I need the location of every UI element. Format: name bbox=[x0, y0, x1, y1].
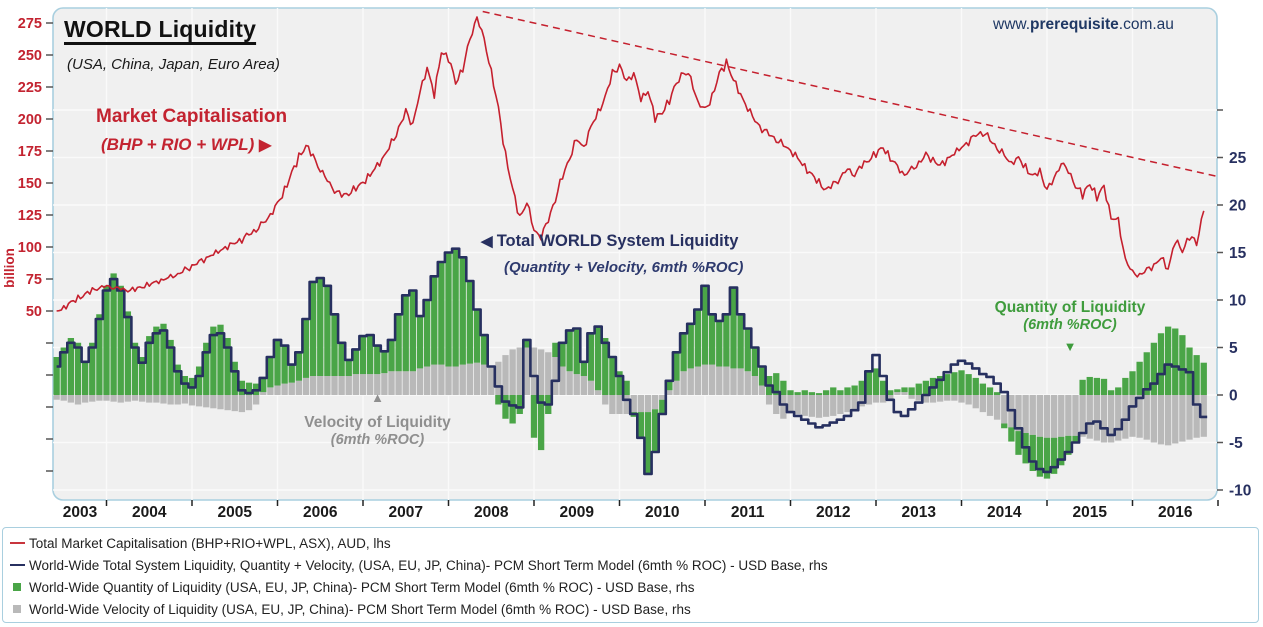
annotation-market-cap-sub: (BHP + RIO + WPL) ▶ bbox=[101, 135, 271, 155]
x-axis-year-label: 2015 bbox=[1073, 504, 1108, 521]
left-axis-label: 275 bbox=[18, 16, 42, 32]
annotation-quantity-title: Quantity of Liquidity bbox=[994, 299, 1146, 316]
legend-label: World-Wide Total System Liquidity, Quant… bbox=[29, 557, 828, 573]
legend-line-marker-navy bbox=[10, 563, 25, 567]
legend-item-quantity: World-Wide Quantity of Liquidity (USA, E… bbox=[10, 576, 1258, 598]
x-axis-year-label: 2004 bbox=[132, 504, 167, 521]
annotation-total-liquidity-title: ◀ Total WORLD System Liquidity bbox=[481, 232, 738, 251]
left-axis-label: 75 bbox=[26, 272, 42, 288]
left-axis-label: 150 bbox=[18, 176, 42, 192]
legend-square-marker-green bbox=[13, 583, 21, 591]
annotation-velocity: ▲ Velocity of Liquidity (6mth %ROC) bbox=[290, 390, 465, 448]
chart-subtitle: (USA, China, Japan, Euro Area) bbox=[67, 56, 280, 73]
annotation-velocity-title: Velocity of Liquidity bbox=[304, 414, 451, 431]
x-axis-year-label: 2005 bbox=[218, 504, 253, 521]
x-axis-year-label: 2011 bbox=[731, 504, 765, 521]
left-axis-label: 175 bbox=[18, 144, 42, 160]
right-axis-label: 10 bbox=[1229, 293, 1246, 310]
chart-title: WORLD Liquidity bbox=[64, 16, 257, 42]
legend-item-market-cap: Total Market Capitalisation (BHP+RIO+WPL… bbox=[10, 532, 1258, 554]
down-arrow-icon: ▼ bbox=[1063, 339, 1077, 354]
legend-label: World-Wide Quantity of Liquidity (USA, E… bbox=[29, 579, 695, 595]
annotation-market-cap-sub-text: (BHP + RIO + WPL) bbox=[101, 135, 260, 154]
legend-square-marker-gray bbox=[13, 605, 21, 613]
legend-label: World-Wide Velocity of Liquidity (USA, E… bbox=[29, 601, 691, 617]
annotation-total-liquidity-text: Total WORLD System Liquidity bbox=[496, 232, 739, 250]
website-suffix: .com.au bbox=[1118, 16, 1174, 33]
right-axis-label: -5 bbox=[1229, 435, 1243, 452]
right-axis-label: 5 bbox=[1229, 340, 1238, 357]
website-prefix: www. bbox=[993, 16, 1031, 33]
x-axis-year-label: 2008 bbox=[474, 504, 509, 521]
left-axis-label: 200 bbox=[18, 112, 42, 128]
x-axis-year-label: 2014 bbox=[987, 504, 1022, 521]
legend-label: Total Market Capitalisation (BHP+RIO+WPL… bbox=[29, 535, 391, 551]
left-axis-label: 225 bbox=[18, 80, 42, 96]
x-axis-year-label: 2012 bbox=[816, 504, 850, 521]
x-axis-year-label: 2010 bbox=[645, 504, 679, 521]
up-arrow-icon: ▲ bbox=[371, 390, 384, 405]
right-axis-label: 20 bbox=[1229, 198, 1246, 215]
right-axis-label: -10 bbox=[1229, 483, 1251, 500]
x-axis-year-label: 2006 bbox=[303, 504, 338, 521]
legend: Total Market Capitalisation (BHP+RIO+WPL… bbox=[2, 527, 1259, 623]
right-axis-label: 0 bbox=[1229, 388, 1238, 405]
left-axis-label: 250 bbox=[18, 48, 42, 64]
right-axis-label: 25 bbox=[1229, 150, 1247, 167]
x-axis-year-label: 2009 bbox=[560, 504, 595, 521]
legend-item-velocity: World-Wide Velocity of Liquidity (USA, E… bbox=[10, 598, 1258, 620]
left-arrow-icon: ◀ bbox=[481, 233, 497, 250]
annotation-market-cap-title: Market Capitalisation bbox=[96, 106, 288, 127]
left-axis-label: 125 bbox=[18, 208, 42, 224]
left-axis-label: 50 bbox=[26, 304, 42, 320]
legend-item-total-liquidity: World-Wide Total System Liquidity, Quant… bbox=[10, 554, 1258, 576]
annotation-velocity-sub: (6mth %ROC) bbox=[330, 432, 425, 448]
annotation-quantity: Quantity of Liquidity (6mth %ROC) ▼ bbox=[975, 299, 1165, 354]
x-axis-year-label: 2016 bbox=[1158, 504, 1193, 521]
x-axis-year-label: 2003 bbox=[63, 504, 98, 521]
website-link[interactable]: www.prerequisite.com.au bbox=[993, 16, 1174, 34]
left-axis-label: 100 bbox=[18, 240, 42, 256]
x-axis-year-label: 2007 bbox=[389, 504, 423, 521]
x-axis-year-label: 2013 bbox=[902, 504, 937, 521]
left-axis-title: billion bbox=[2, 248, 17, 288]
annotation-total-liquidity-sub: (Quantity + Velocity, 6mth %ROC) bbox=[504, 259, 744, 276]
website-bold: prerequisite bbox=[1030, 16, 1119, 33]
legend-line-marker-red bbox=[10, 541, 25, 545]
right-axis-label: 15 bbox=[1229, 245, 1247, 262]
right-arrow-icon: ▶ bbox=[259, 137, 272, 154]
annotation-quantity-sub: (6mth %ROC) bbox=[1023, 317, 1117, 333]
